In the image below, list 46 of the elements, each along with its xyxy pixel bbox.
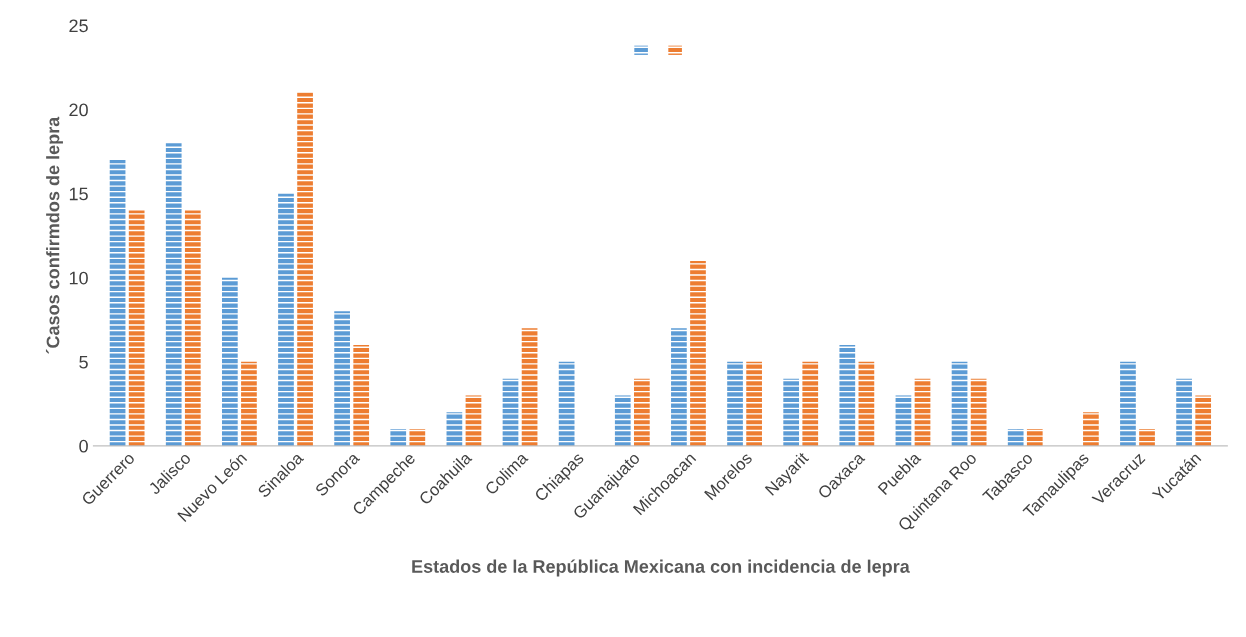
y-tick-label: 20 [69,103,88,117]
y-tick-label: 10 [69,271,88,285]
x-axis-title: Estados de la República Mexicana con incidencia de lepra [412,559,910,577]
bar [465,395,482,446]
bar [690,260,706,446]
bar [521,328,538,446]
y-tick-label: 5 [79,355,88,369]
bar [858,361,875,446]
bar [1195,395,1212,446]
bar [278,193,294,446]
y-tick-label: 25 [69,19,88,33]
bar [297,92,313,446]
bar [970,378,987,446]
bar [1139,429,1155,446]
bar [839,345,856,446]
bar [165,143,182,446]
bar [221,277,238,446]
bar [1120,361,1136,446]
bar [951,361,968,446]
bar [895,395,912,446]
bar [614,395,631,446]
bar [353,345,370,446]
bar [128,210,145,446]
bar [802,361,819,446]
bar [1083,412,1099,446]
bar [502,378,519,446]
bar [1026,429,1043,446]
bar [746,361,762,446]
bar [390,429,407,446]
bar [671,328,687,446]
bar [241,361,257,446]
y-tick-label: 15 [69,187,88,201]
bar [1007,429,1024,446]
bar [558,361,575,446]
bar [783,378,800,446]
bar [446,412,463,446]
y-axis-title: ´Casos confirmdos de lepra [45,116,63,354]
bar [409,429,426,446]
bar [184,210,201,446]
bar [109,160,126,446]
bar [914,378,931,446]
bar [334,311,350,446]
bar [1176,378,1192,446]
bar [634,378,650,446]
y-tick-label: 0 [79,439,88,453]
bar [727,361,743,446]
